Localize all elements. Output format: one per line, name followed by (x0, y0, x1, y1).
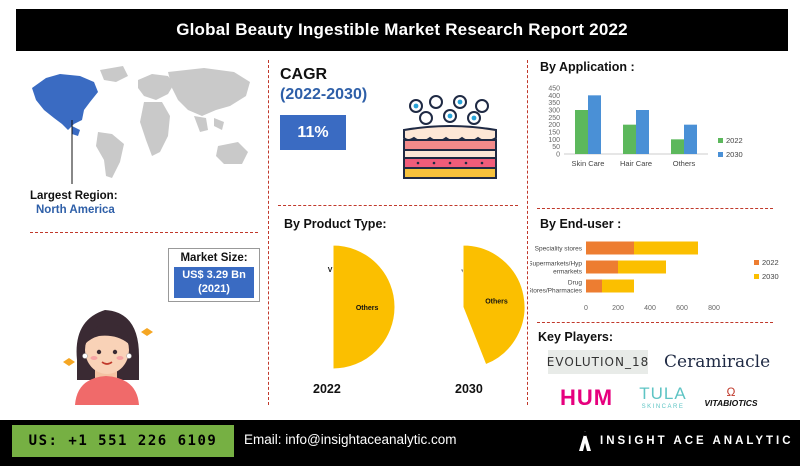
pie-year-2022: 2022 (313, 382, 341, 396)
end-user-title: By End-user : (540, 217, 622, 231)
x-tick-label: Others (673, 159, 696, 168)
y-tick-label: 50 (552, 144, 560, 151)
brand-name: INSIGHT ACE ANALYTIC (600, 435, 794, 447)
x-tick-label: Hair Care (620, 159, 652, 168)
cagr-title: CAGR (280, 66, 328, 83)
phone-number[interactable]: US: +1 551 226 6109 (28, 433, 218, 449)
evolution18-text: EVOLUTION_18 (546, 355, 650, 369)
x-tick-label: 200 (612, 305, 624, 312)
omega-icon: Ω (726, 385, 736, 399)
bar-2022 (586, 279, 602, 293)
divider-left (268, 60, 269, 405)
market-size-amount: US$ 3.29 Bn (182, 269, 246, 281)
bar-2022 (586, 260, 618, 274)
layered-cake-icon (403, 95, 497, 179)
divider-cagr (278, 205, 518, 206)
vitabiotics-logo: Ω VITABIOTICS (700, 386, 762, 408)
y-tick-label: 400 (548, 93, 560, 100)
y-tick-label: 200 (548, 122, 560, 129)
legend-swatch (754, 274, 759, 279)
vitabiotics-text: VITABIOTICS (704, 398, 758, 408)
divider-region (30, 232, 258, 233)
phone-box: US: +1 551 226 6109 (12, 425, 234, 457)
bar-2030 (684, 124, 697, 154)
ceramiracle-logo: Ceramiracle (664, 352, 771, 372)
insight-ace-logo-icon (579, 431, 591, 451)
bar-2030 (634, 241, 698, 255)
y-tick-label: Stores/Pharmacies (530, 288, 583, 295)
y-tick-label: 250 (548, 115, 560, 122)
divider-application (537, 208, 773, 209)
pie-label: Others (356, 305, 379, 312)
x-tick-label: 800 (708, 305, 720, 312)
end-user-bar-chart: Speciality stores Supermarkets/Hypermarke… (530, 241, 779, 312)
bar-2022 (671, 139, 684, 154)
product-type-pie-2022: Vitamins andMineralsCollagenOthers (328, 244, 396, 370)
cagr-period: (2022-2030) (280, 86, 368, 103)
pie-slice (462, 244, 526, 366)
legend-label: 2030 (762, 272, 779, 281)
email-link[interactable]: Email: info@insightaceanalytic.com (244, 432, 457, 447)
product-type-pie-2030: Vitamins andMineralsCollagenOthers (461, 244, 526, 366)
market-size-card: Market Size: US$ 3.29 Bn (2021) (168, 248, 260, 302)
application-title: By Application : (540, 60, 635, 74)
divider-end-user (537, 322, 773, 323)
bar-2030 (602, 279, 634, 293)
y-tick-label: 150 (548, 130, 560, 137)
legend-swatch (754, 260, 759, 265)
world-map-icon (32, 66, 250, 184)
legend-swatch (718, 152, 723, 157)
header-bar: Global Beauty Ingestible Market Research… (16, 9, 788, 51)
tula-logo: TULA SKINCARE (638, 384, 688, 410)
market-size-label: Market Size: (180, 252, 248, 264)
product-type-title: By Product Type: (284, 217, 387, 231)
pie-slice (332, 244, 396, 370)
legend-label: 2022 (726, 136, 743, 145)
tula-subtext: SKINCARE (641, 404, 685, 410)
y-tick-label: 450 (548, 86, 560, 93)
y-tick-label: 300 (548, 108, 560, 115)
y-tick-label: 100 (548, 137, 560, 144)
bar-2022 (575, 110, 588, 154)
legend-swatch (718, 138, 723, 143)
market-size-year: (2021) (198, 283, 230, 295)
x-tick-label: 600 (676, 305, 688, 312)
legend-label: 2030 (726, 150, 743, 159)
y-tick-label: 0 (556, 152, 560, 159)
y-tick-label: Supermarkets/Hyp (530, 261, 582, 268)
largest-region-value: North America (36, 204, 115, 216)
market-size-value: US$ 3.29 Bn (2021) (174, 267, 254, 298)
bar-2022 (623, 124, 636, 154)
x-tick-label: 400 (644, 305, 656, 312)
pie-label: Others (485, 299, 508, 306)
bar-2030 (588, 95, 601, 154)
y-tick-label: 350 (548, 100, 560, 107)
page-title: Global Beauty Ingestible Market Research… (176, 20, 628, 39)
legend-label: 2022 (762, 258, 779, 267)
tula-text: TULA (639, 384, 687, 403)
hum-logo: HUM (560, 385, 614, 410)
woman-avatar-icon (63, 310, 153, 405)
bar-2022 (586, 241, 634, 255)
y-tick-label: Drug (568, 280, 582, 287)
divider-right (527, 60, 528, 405)
x-tick-label: 0 (584, 305, 588, 312)
pie-year-2030: 2030 (455, 382, 483, 396)
bar-2030 (618, 260, 666, 274)
evolution18-logo: EVOLUTION_18 (546, 350, 650, 374)
cagr-value: 11% (280, 115, 346, 150)
y-tick-label: ermarkets (553, 269, 583, 276)
y-tick-label: Speciality stores (535, 246, 583, 253)
x-tick-label: Skin Care (572, 159, 605, 168)
bar-2030 (636, 110, 649, 154)
key-players-title: Key Players: (538, 330, 614, 344)
largest-region-label: Largest Region: (30, 190, 118, 202)
